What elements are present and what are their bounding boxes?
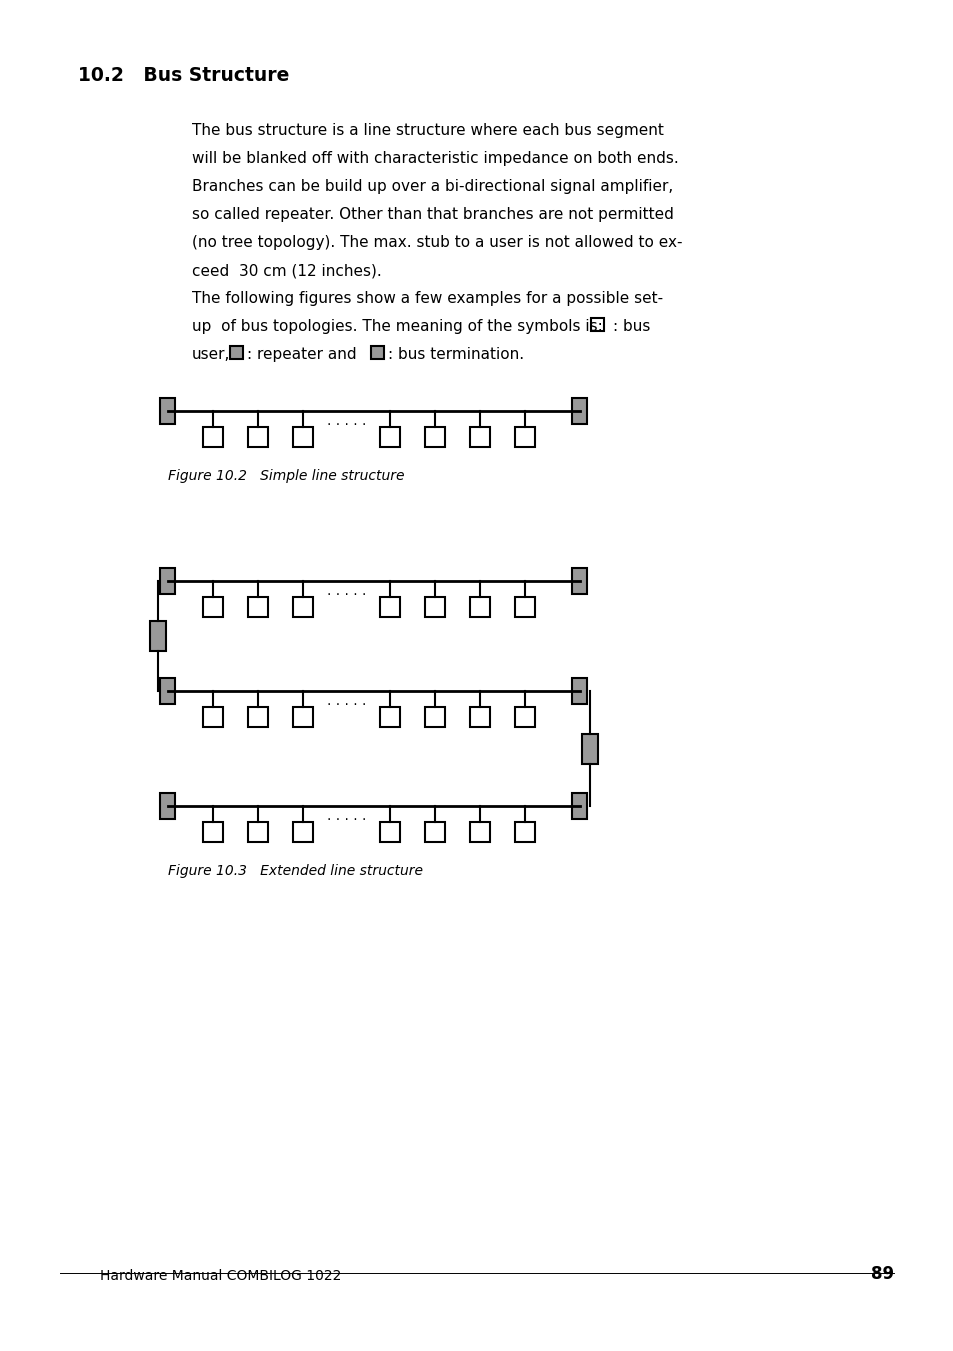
Text: ceed  30 cm (12 inches).: ceed 30 cm (12 inches). bbox=[192, 263, 381, 278]
Text: : repeater and: : repeater and bbox=[247, 347, 356, 362]
Bar bbox=[581, 734, 598, 763]
Bar bbox=[470, 707, 490, 727]
Bar bbox=[470, 597, 490, 617]
Bar bbox=[203, 427, 223, 447]
Text: Figure 10.3   Extended line structure: Figure 10.3 Extended line structure bbox=[168, 865, 422, 878]
Text: so called repeater. Other than that branches are not permitted: so called repeater. Other than that bran… bbox=[192, 207, 673, 222]
Text: : bus termination.: : bus termination. bbox=[388, 347, 523, 362]
Text: The bus structure is a line structure where each bus segment: The bus structure is a line structure wh… bbox=[192, 123, 663, 138]
Bar bbox=[293, 821, 313, 842]
Bar bbox=[591, 317, 604, 331]
Bar bbox=[248, 707, 268, 727]
Bar bbox=[515, 427, 535, 447]
Text: . . . . .: . . . . . bbox=[327, 413, 366, 428]
Bar bbox=[379, 427, 399, 447]
Bar bbox=[203, 597, 223, 617]
Bar bbox=[572, 567, 587, 594]
Text: : bus: : bus bbox=[613, 319, 650, 334]
Bar bbox=[293, 597, 313, 617]
Text: Figure 10.2   Simple line structure: Figure 10.2 Simple line structure bbox=[168, 469, 404, 484]
Text: up  of bus topologies. The meaning of the symbols is:: up of bus topologies. The meaning of the… bbox=[192, 319, 602, 334]
Text: (no tree topology). The max. stub to a user is not allowed to ex-: (no tree topology). The max. stub to a u… bbox=[192, 235, 681, 250]
Bar bbox=[248, 597, 268, 617]
Bar bbox=[293, 707, 313, 727]
Bar bbox=[248, 821, 268, 842]
Bar bbox=[424, 821, 444, 842]
Bar bbox=[150, 621, 166, 651]
Bar bbox=[424, 427, 444, 447]
Bar bbox=[160, 567, 175, 594]
Bar bbox=[470, 427, 490, 447]
Bar bbox=[379, 821, 399, 842]
Bar bbox=[160, 678, 175, 704]
Bar bbox=[379, 597, 399, 617]
Text: 89: 89 bbox=[870, 1265, 893, 1283]
Bar bbox=[572, 793, 587, 819]
Bar bbox=[424, 597, 444, 617]
Text: 10.2   Bus Structure: 10.2 Bus Structure bbox=[78, 66, 289, 85]
Text: The following figures show a few examples for a possible set-: The following figures show a few example… bbox=[192, 290, 662, 305]
Text: will be blanked off with characteristic impedance on both ends.: will be blanked off with characteristic … bbox=[192, 151, 678, 166]
Text: . . . . .: . . . . . bbox=[327, 694, 366, 708]
Text: . . . . .: . . . . . bbox=[327, 584, 366, 598]
Bar bbox=[160, 793, 175, 819]
Bar bbox=[572, 678, 587, 704]
Bar bbox=[470, 821, 490, 842]
Bar bbox=[515, 821, 535, 842]
Bar bbox=[203, 707, 223, 727]
Bar bbox=[231, 346, 243, 358]
Bar bbox=[248, 427, 268, 447]
Bar bbox=[515, 707, 535, 727]
Bar bbox=[371, 346, 384, 358]
Text: user,: user, bbox=[192, 347, 230, 362]
Bar bbox=[572, 399, 587, 424]
Text: . . . . .: . . . . . bbox=[327, 809, 366, 823]
Bar bbox=[424, 707, 444, 727]
Bar bbox=[160, 399, 175, 424]
Text: Branches can be build up over a bi-directional signal amplifier,: Branches can be build up over a bi-direc… bbox=[192, 178, 673, 195]
Bar bbox=[203, 821, 223, 842]
Text: Hardware Manual COMBILOG 1022: Hardware Manual COMBILOG 1022 bbox=[100, 1269, 341, 1283]
Bar bbox=[515, 597, 535, 617]
Bar bbox=[293, 427, 313, 447]
Bar bbox=[379, 707, 399, 727]
